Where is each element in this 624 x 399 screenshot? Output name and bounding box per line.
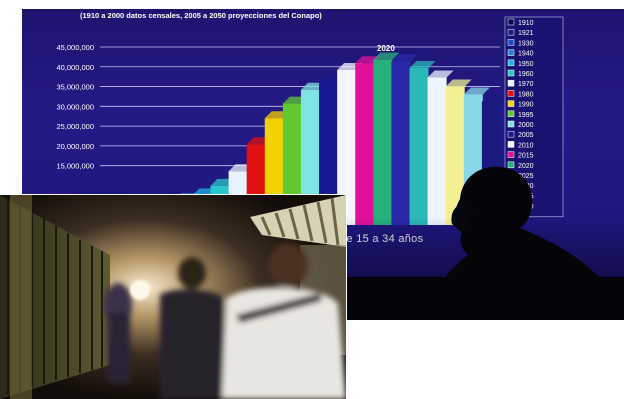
legend-label: 1960	[518, 71, 534, 78]
y-tick-label: 30,000,000	[56, 102, 94, 111]
bar-2025	[391, 61, 411, 225]
legend-label: 1990	[518, 102, 534, 109]
y-tick-label: 40,000,000	[56, 63, 94, 72]
y-tick-label: 45,000,000	[56, 43, 94, 52]
border-crossing-photo	[0, 195, 346, 399]
bar-2000	[300, 89, 320, 225]
walking-people	[104, 243, 346, 399]
bar-top-2035	[427, 70, 454, 78]
legend-label: 1950	[518, 61, 534, 68]
legend-label: 1980	[518, 91, 534, 98]
legend-label: 2010	[518, 142, 534, 149]
legend-label: 1995	[518, 112, 534, 119]
bar-top-2045	[463, 87, 490, 95]
legend-swatch	[507, 39, 515, 46]
legend-swatch	[507, 59, 515, 67]
legend-label: 2000	[518, 122, 534, 129]
bar-2030	[409, 67, 429, 225]
legend-swatch	[507, 69, 515, 77]
legend-label: 2020	[518, 163, 534, 170]
bar-2020	[373, 59, 393, 225]
bar-top-2030	[409, 60, 436, 68]
legend-label: 1910	[518, 20, 534, 27]
legend-swatch	[507, 90, 515, 97]
bar-2035	[427, 77, 447, 225]
bar-top-2040	[445, 79, 472, 87]
legend-label: 1930	[518, 40, 534, 47]
bar-top-2050	[481, 94, 508, 102]
legend-swatch	[507, 110, 515, 118]
legend-swatch	[507, 18, 515, 26]
legend-swatch	[507, 130, 515, 138]
legend-label: 1940	[518, 51, 534, 58]
legend-swatch	[507, 49, 515, 56]
legend-label: 1921	[518, 30, 534, 37]
legend-swatch	[507, 120, 515, 128]
y-axis-ticks: 45,000,000 40,000,000 35,000,000 30,000,000…	[56, 43, 94, 171]
legend-label: 2005	[518, 132, 534, 139]
legend-swatch	[507, 141, 515, 148]
bar-2040	[445, 86, 465, 225]
legend-swatch	[507, 161, 515, 169]
legend-label: 2025	[518, 173, 534, 180]
slide-photo: (1910 a 2000 datos censales, 2005 a 2050…	[22, 9, 624, 320]
chart-annotation-2020: 2020	[377, 44, 395, 53]
legend-swatch	[507, 151, 515, 158]
y-tick-label: 15,000,000	[56, 162, 94, 171]
bar-top-2020	[373, 52, 400, 60]
legend-swatch	[507, 28, 515, 36]
bar-2010	[337, 69, 357, 225]
bar-1995	[282, 103, 302, 225]
bar-2015	[355, 63, 375, 226]
bar-2005	[319, 80, 339, 225]
bar-top-2025	[391, 54, 418, 62]
legend-swatch	[507, 100, 515, 107]
chart-subtitle: (1910 a 2000 datos censales, 2005 a 2050…	[80, 11, 322, 20]
crossing-scene	[0, 195, 346, 399]
fence-left	[0, 195, 110, 399]
legend-label: 1970	[518, 81, 534, 88]
legend-swatch	[507, 79, 515, 87]
legend-label: 2015	[518, 153, 534, 160]
y-tick-label: 35,000,000	[56, 83, 94, 92]
y-tick-label: 20,000,000	[56, 142, 94, 151]
y-tick-label: 25,000,000	[56, 122, 94, 131]
